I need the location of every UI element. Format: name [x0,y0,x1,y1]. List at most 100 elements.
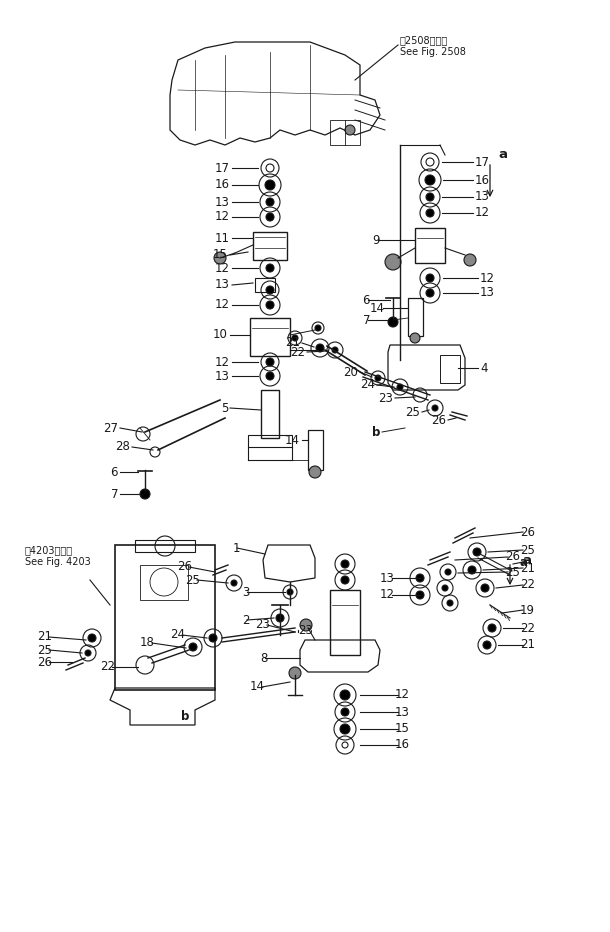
Circle shape [410,333,420,343]
Text: 12: 12 [215,298,230,311]
Text: 21: 21 [37,631,52,643]
Text: 12: 12 [215,211,230,224]
Circle shape [468,566,476,574]
Text: 24: 24 [170,628,185,641]
Text: 第4203図参照
See Fig. 4203: 第4203図参照 See Fig. 4203 [25,545,91,567]
Circle shape [397,384,403,390]
Text: 1: 1 [232,541,240,555]
Text: 13: 13 [475,190,490,203]
Circle shape [388,317,398,327]
Circle shape [214,252,226,264]
Text: 12: 12 [475,207,490,220]
Circle shape [266,286,274,294]
Bar [261,390,279,438]
Text: 13: 13 [215,279,230,292]
Text: 25: 25 [505,566,520,579]
Circle shape [488,624,496,632]
Bar [248,435,292,447]
Circle shape [445,569,451,575]
Circle shape [266,198,274,206]
Circle shape [464,254,476,266]
Text: 24: 24 [360,378,375,391]
Text: 26: 26 [505,551,520,564]
Text: 7: 7 [362,313,370,326]
Text: 22: 22 [100,661,115,674]
Circle shape [416,574,424,582]
Circle shape [85,650,91,656]
Circle shape [266,358,274,366]
Circle shape [345,125,355,135]
Text: 16: 16 [475,173,490,186]
Text: 16: 16 [215,179,230,191]
Bar [408,298,423,336]
Circle shape [292,335,298,341]
Text: 13: 13 [395,706,410,719]
Circle shape [426,193,434,201]
Text: 26: 26 [177,560,192,573]
Circle shape [483,641,491,649]
Text: 18: 18 [140,637,155,650]
Text: 15: 15 [213,249,228,262]
Circle shape [432,405,438,411]
Circle shape [140,489,150,499]
Text: 12: 12 [215,262,230,275]
Circle shape [341,560,349,568]
Bar [330,120,360,145]
Circle shape [289,667,301,679]
Circle shape [316,344,324,352]
Circle shape [340,690,350,700]
Text: 13: 13 [215,196,230,209]
Circle shape [88,634,96,642]
Circle shape [231,580,237,586]
Bar [415,228,445,263]
Circle shape [315,325,321,331]
Bar [308,430,323,470]
Text: 7: 7 [110,487,118,500]
Text: 22: 22 [290,346,305,359]
Text: 17: 17 [215,161,230,174]
Text: 6: 6 [110,465,118,478]
Circle shape [287,589,293,595]
Circle shape [332,347,338,353]
Circle shape [442,585,448,591]
Circle shape [276,614,284,622]
Text: 12: 12 [480,271,495,284]
Text: 23: 23 [298,624,313,637]
Circle shape [426,274,434,282]
Text: a: a [522,554,531,567]
Circle shape [341,576,349,584]
Text: 10: 10 [213,328,228,341]
Text: 12: 12 [380,588,395,601]
Text: 27: 27 [103,421,118,434]
Circle shape [209,634,217,642]
Circle shape [341,708,349,716]
Text: a: a [498,148,507,161]
Text: 4: 4 [480,362,487,375]
Text: 26: 26 [37,655,52,668]
Text: 25: 25 [520,543,535,556]
Bar [440,355,460,383]
Bar [135,540,195,552]
Text: 14: 14 [370,301,385,314]
Circle shape [266,372,274,380]
Circle shape [426,209,434,217]
Text: 3: 3 [243,585,250,598]
Text: 12: 12 [215,355,230,368]
Text: 15: 15 [395,722,410,735]
Text: 13: 13 [215,369,230,382]
Text: 23: 23 [378,391,393,404]
Circle shape [265,180,275,190]
Text: a: a [520,555,528,569]
Circle shape [266,213,274,221]
Text: 2: 2 [243,613,250,626]
Text: 17: 17 [475,156,490,169]
Text: 11: 11 [215,231,230,244]
Circle shape [300,619,312,631]
Text: 19: 19 [520,604,535,616]
Text: 13: 13 [480,286,495,299]
Circle shape [385,254,401,270]
Text: 16: 16 [395,738,410,751]
Text: 21: 21 [285,336,300,350]
Text: 14: 14 [250,680,265,693]
Circle shape [473,548,481,556]
